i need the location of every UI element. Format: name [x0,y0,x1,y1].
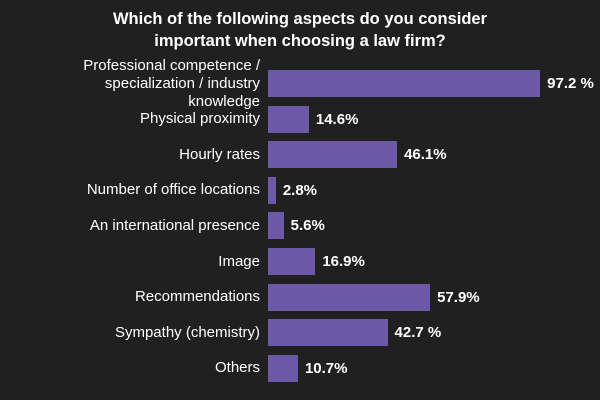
bar [268,70,541,97]
value-label: 16.9% [322,253,365,270]
value-label: 5.6% [290,217,325,235]
value-label: 57.9% [437,288,480,306]
value-label: 46.1% [404,146,447,164]
category-label: Others [214,359,260,377]
bar [268,176,276,204]
value-label: 42.7 % [394,324,442,342]
value-label: 97.2 % [547,75,594,92]
category-label: Physical proximity [139,110,260,128]
category-label: An international presence [89,216,260,234]
category-label: Professional competence / specialization… [83,56,260,110]
category-label: Hourly rates [179,145,260,163]
category-label: Number of office locations [86,181,260,199]
bar [268,141,398,169]
category-label: Image [218,252,260,270]
bar [268,212,284,240]
bar [268,354,298,382]
value-label: 10.7% [304,359,348,377]
value-label: 2.8% [282,181,318,199]
bar [268,283,431,311]
bar [268,319,388,347]
category-label: Recommendations [134,288,260,306]
category-label: Sympathy (chemistry) [114,323,260,341]
chart-title: Which of the following aspects do you co… [112,10,488,50]
value-label: 14.6% [315,110,359,128]
bar [268,248,316,275]
bar [268,105,309,133]
